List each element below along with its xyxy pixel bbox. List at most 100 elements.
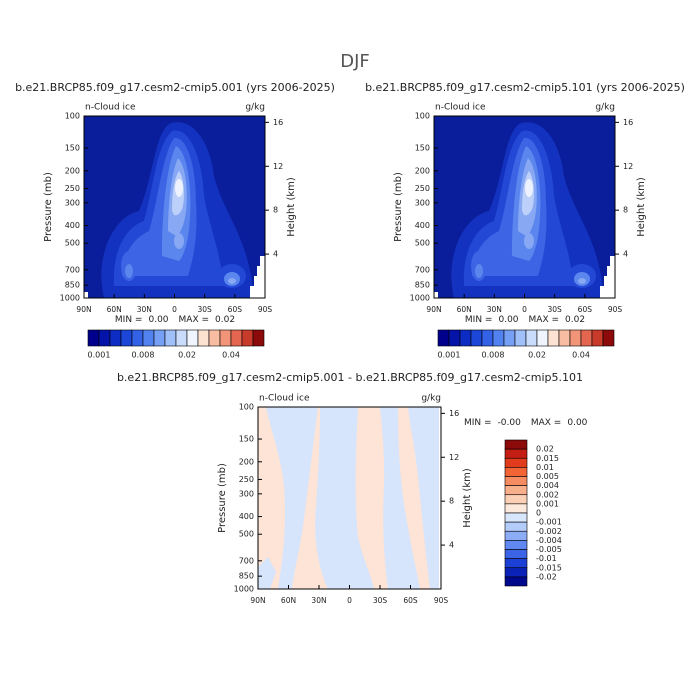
colorbar-label: 0.001 [438,351,461,360]
colorbar-box [591,329,604,347]
colorbar-box [492,329,505,347]
colorbar-box [558,329,571,347]
y2-axis-label: Height (km) [286,177,297,237]
x-tick-label: 0 [347,596,352,605]
y-tick-label: 700 [65,265,80,274]
colorbar-box [504,467,528,477]
y-tick-label: 300 [65,198,80,207]
colorbar-box [504,512,528,523]
colorbar-box [504,576,528,587]
colorbar-label: -0.005 [536,545,562,554]
colorbar-box [504,530,528,541]
x-tick-label: 90S [608,305,623,314]
colorbar-label: 0.02 [178,351,196,360]
y-tick-label: 700 [415,265,430,274]
max-label: MAX = [179,315,210,325]
colorbar-label: 0.04 [572,351,590,360]
x-tick-label: 0 [522,305,527,314]
max-label: MAX = [531,418,562,428]
colorbar-box [602,329,615,347]
colorbar-box [504,439,528,450]
colorbar-box [504,476,528,486]
units-label: g/kg [245,103,265,113]
colorbar-label: 0.002 [536,490,559,499]
panel-title: b.e21.BRCP85.f09_g17.cesm2-cmip5.001 - b… [117,371,583,384]
contour-field [434,116,615,298]
x-tick-label: 30N [487,305,502,314]
colorbar-box [142,329,155,347]
colorbar-box [120,329,133,347]
x-tick-label: 30N [311,596,326,605]
x-tick-label: 60S [228,305,243,314]
y-tick-label: 100 [415,112,430,121]
colorbar-box [437,329,450,347]
x-tick-label: 90S [258,305,273,314]
x-tick-label: 60S [578,305,593,314]
colorbar-label: 0.02 [536,445,554,454]
y2-tick-label: 8 [623,206,628,215]
colorbar-box [504,540,528,550]
x-tick-label: 60N [281,596,296,605]
y-tick-label: 250 [65,184,80,193]
colorbar-box [547,329,560,347]
min-max-label: MIN = 0.00 MAX = 0.02 [465,315,585,325]
colorbar-box [230,329,243,347]
colorbar-box [131,329,144,347]
max: 0.02 [565,315,585,325]
colorbar-box [208,329,221,347]
units-label: g/kg [595,103,615,113]
y-tick-label: 1000 [60,294,80,303]
max-label: MAX = [529,315,560,325]
x-tick-label: 30S [373,596,388,605]
colorbar-label: 0.02 [528,351,546,360]
y-tick-label: 700 [239,556,254,565]
colorbar-box [470,329,483,347]
colorbar-label: 0.01 [536,463,554,472]
colorbar-box [459,329,472,347]
x-tick-label: 30N [137,305,152,314]
y-axis-label: Pressure (mb) [43,172,54,242]
y2-tick-label: 8 [273,206,278,215]
colorbar-box [241,329,254,347]
y2-axis-label: Height (km) [462,468,473,528]
y-axis-label: Pressure (mb) [217,463,228,533]
y-tick-label: 1000 [234,585,254,594]
y-tick-label: 250 [239,475,254,484]
max: 0.00 [567,418,587,428]
colorbar-label: 0.001 [536,499,559,508]
y-tick-label: 850 [65,281,80,290]
y-tick-label: 150 [65,144,80,153]
colorbar-box [504,567,528,578]
y2-tick-label: 4 [273,250,278,259]
colorbar-box [481,329,494,347]
x-tick-label: 90S [434,596,449,605]
y-tick-label: 500 [239,530,254,539]
colorbar-label: -0.01 [536,554,557,563]
colorbar-label: 0.015 [536,454,559,463]
y-tick-label: 850 [415,281,430,290]
min-label: MIN = [464,418,492,428]
x-tick-label: 60S [403,596,418,605]
y-tick-label: 150 [415,144,430,153]
y2-tick-label: 16 [273,118,283,127]
y-tick-label: 200 [415,166,430,175]
colorbar-label: -0.02 [536,572,557,581]
y-tick-label: 100 [65,112,80,121]
colorbar-box [219,329,232,347]
y2-tick-label: 12 [449,453,459,462]
page-title: DJF [340,51,370,72]
colorbar-box [504,503,528,514]
colorbar-label: 0.005 [536,472,559,481]
colorbar-box [87,329,100,347]
y-tick-label: 400 [239,512,254,521]
x-tick-label: 0 [172,305,177,314]
colorbar-label: 0.004 [536,481,559,490]
y-axis-label: Pressure (mb) [393,172,404,242]
colorbar-box [503,329,516,347]
colorbar-box [580,329,593,347]
y-tick-label: 100 [239,403,254,412]
x-tick-label: 90N [426,305,441,314]
y2-tick-label: 4 [623,250,628,259]
colorbar-label: -0.004 [536,536,562,545]
colorbar-box [525,329,538,347]
